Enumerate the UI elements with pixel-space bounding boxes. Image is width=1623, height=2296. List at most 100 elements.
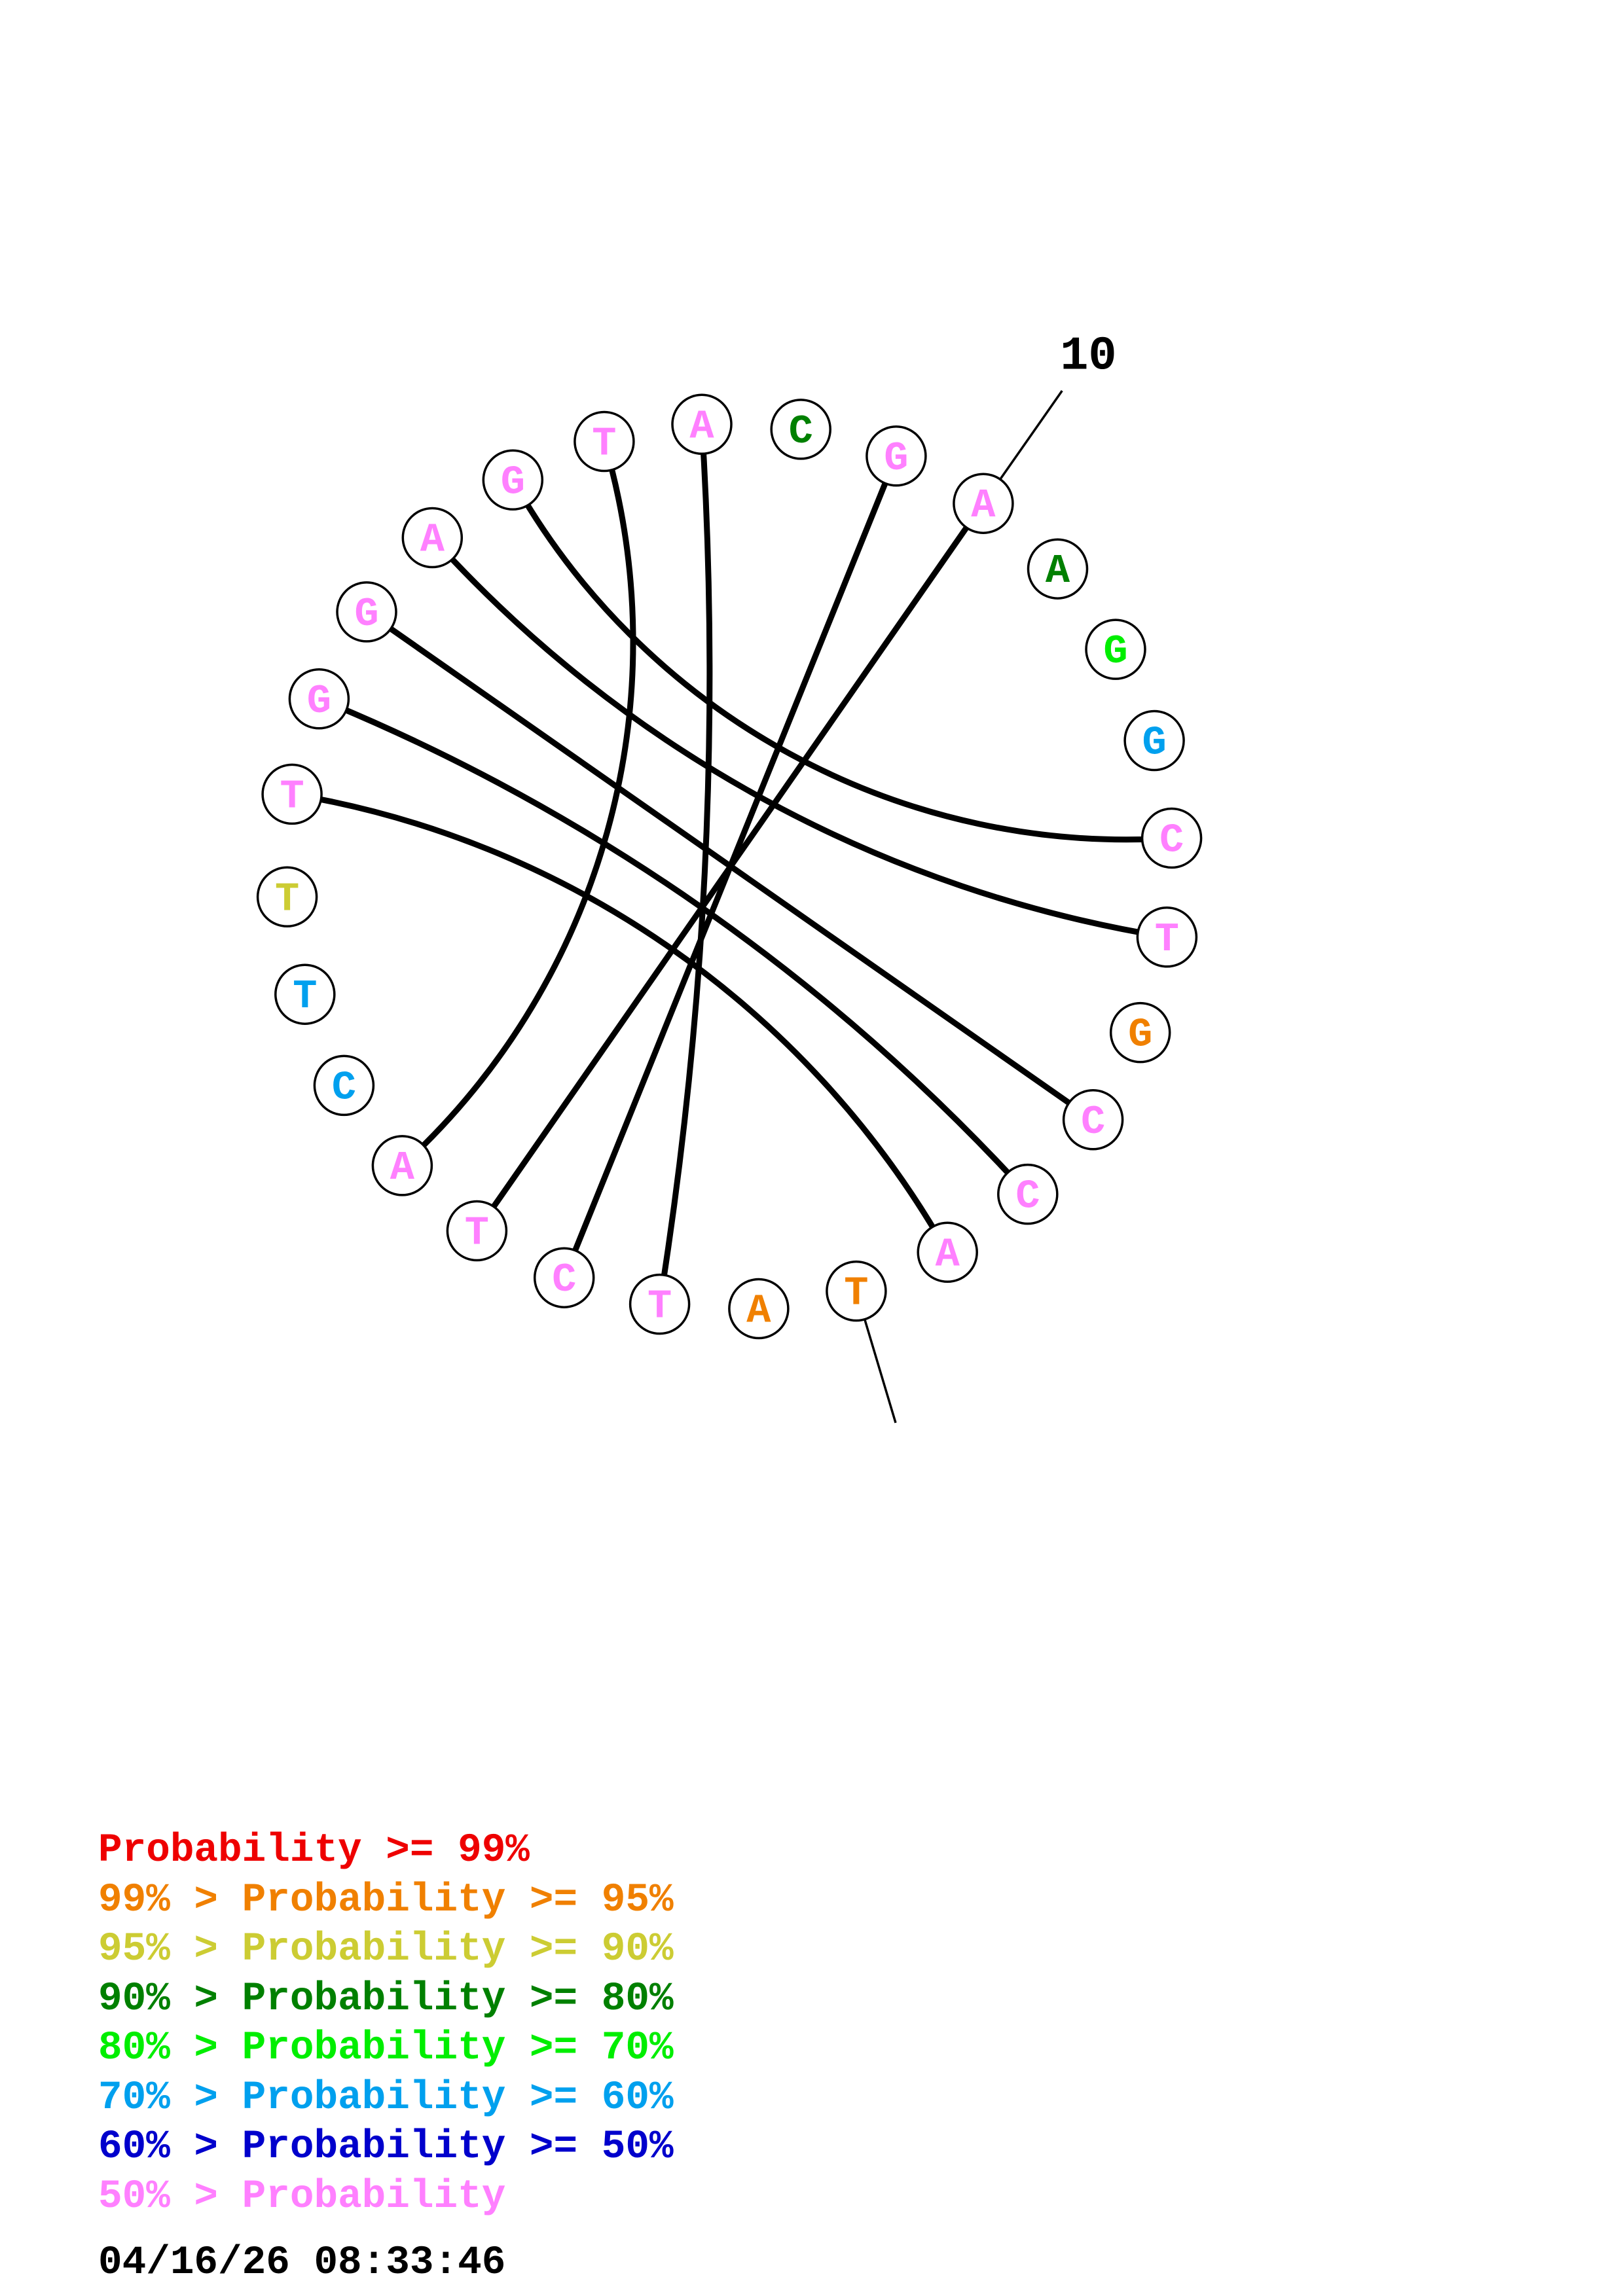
nucleotide-letter: G [354,591,378,637]
nucleotide-circle [1136,906,1198,968]
nucleotide-letter: T [1155,916,1179,963]
nucleotide-letter: G [1103,628,1127,675]
base-pair-arc [429,535,1170,941]
legend-label: Probability >= 60% [242,2075,674,2121]
nucleotide: G [336,581,397,643]
nucleotide: A [671,393,733,456]
legend-row: 99% > Probability >= 95% [98,1876,674,1926]
nucleotide-circle [261,763,323,825]
nucleotide: A [917,1221,978,1283]
nucleotide: G [1123,709,1185,772]
nucleotide: A [1027,538,1089,600]
nucleotide-circle [770,399,831,460]
nucleotide: G [288,668,350,730]
nucleotide-circle [533,1247,595,1308]
nucleotide: T [826,1260,887,1322]
legend-label: Probability >= 50% [242,2125,674,2170]
nucleotide-circle [1027,538,1089,600]
nucleotide-circle [482,449,544,511]
legend-prefix: 80% > [98,2026,242,2071]
position-ticks: 1020 [864,330,1117,1424]
nucleotide-circle [1140,807,1203,869]
nucleotide-letter: T [592,421,616,467]
nucleotide-circle [917,1221,978,1283]
nucleotide-letter: A [1046,548,1070,594]
nucleotide: C [770,399,831,460]
nucleotide: T [574,410,635,473]
legend-prefix: 99% > [98,1877,242,1923]
nucleotide: G [866,425,927,487]
nucleotide-circle [574,410,635,473]
nucleotide-circle [401,507,464,569]
base-pair-arc [399,439,636,1169]
nucleotide-letter: T [293,973,317,1020]
nucleotide: T [274,963,336,1025]
nucleotide: A [371,1135,433,1196]
nucleotide: G [482,449,544,511]
probability-legend: Probability >= 99% 99% > Probability >= … [98,1826,674,2221]
nucleotide-letter: T [844,1270,868,1317]
nucleotide-circle [1123,709,1185,772]
nucleotide: C [1140,807,1203,869]
legend-prefix: 70% > [98,2075,242,2121]
base-pair-arc [509,476,1175,843]
nucleotide-letter: A [420,517,445,564]
legend-label: Probability >= 90% [242,1927,674,1972]
legend-label: Probability >= 70% [242,2026,674,2071]
legend-row: 50% > Probability [98,2172,674,2222]
nucleotide-circle [826,1260,887,1322]
legend-label: Probability [242,2174,506,2219]
nucleotide: C [533,1247,595,1308]
nucleotide: C [1062,1089,1124,1151]
nucleotide: A [953,473,1014,534]
legend-prefix: 95% > [98,1927,242,1972]
timestamp: 04/16/26 08:33:46 [98,2240,506,2286]
nucleotide-letter: C [332,1064,356,1111]
nucleotide-circle [997,1163,1059,1225]
nucleotide-circle [336,581,397,643]
nucleotide: C [997,1163,1059,1225]
position-tick [864,1319,897,1424]
nucleotide-letter: C [789,408,813,455]
nucleotide-circle [1062,1089,1124,1151]
nucleotide-letter: A [936,1231,960,1278]
nucleotide-circle [728,1278,790,1340]
nucleotide-circle [953,473,1014,534]
nucleotide: A [728,1278,790,1340]
nucleotide-letter: G [307,678,331,725]
nucleotide: T [261,763,323,825]
nucleotide-letter: C [1081,1099,1105,1145]
position-label: 10 [1060,330,1116,384]
nucleotide-circle [629,1273,691,1335]
legend-prefix: 60% > [98,2125,242,2170]
nucleotide: C [313,1054,375,1117]
nucleotide-letter: C [1159,817,1184,864]
nucleotide-letter: A [689,403,714,450]
nucleotide-letter: T [275,876,299,922]
position-tick [999,390,1063,480]
nucleotide-letter: C [552,1257,576,1303]
nucleotide: G [1109,1001,1171,1064]
nucleotide: T [446,1200,508,1262]
legend-label: Probability >= 80% [242,1976,674,2022]
nucleotide-circle [446,1200,508,1262]
legend-row: 90% > Probability >= 80% [98,1975,674,2024]
nucleotide-circle [313,1054,375,1117]
legend-row: 80% > Probability >= 70% [98,2024,674,2073]
nucleotide-letter: T [647,1283,672,1330]
nucleotide-circle [256,866,318,928]
legend-row: Probability >= 99% [98,1826,674,1876]
nucleotide-circle [1085,619,1146,680]
nucleotide-letter: T [280,773,304,819]
nucleotide-letter: A [971,482,996,529]
legend-prefix: 50% > [98,2174,242,2219]
nucleotide: A [401,507,464,569]
nucleotide-circle [866,425,927,487]
nucleotide: T [629,1273,691,1335]
nucleotide-circle [371,1135,433,1196]
legend-row: 70% > Probability >= 60% [98,2073,674,2123]
base-pair-arc [657,421,713,1308]
nucleotide-letter: G [884,435,908,482]
